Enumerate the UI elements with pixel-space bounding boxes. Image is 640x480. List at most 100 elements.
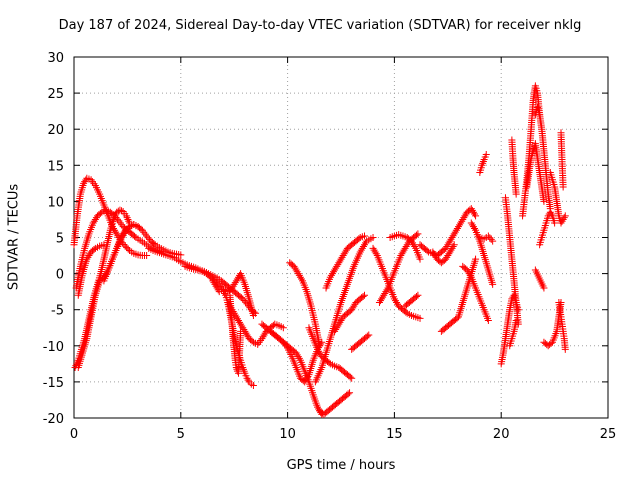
x-tick-label: 10 — [279, 427, 296, 442]
data-point — [111, 212, 119, 220]
data-point — [401, 244, 409, 252]
data-point — [122, 212, 130, 220]
data-point — [90, 217, 98, 225]
series-arc-35 — [508, 136, 520, 198]
data-point — [85, 252, 93, 260]
data-point — [90, 246, 98, 254]
data-point — [225, 300, 233, 308]
data-point — [484, 232, 492, 240]
data-point — [454, 223, 462, 231]
data-point — [336, 257, 344, 265]
data-point — [295, 271, 303, 279]
data-point — [429, 248, 437, 256]
data-point — [469, 223, 477, 231]
data-point — [212, 282, 220, 290]
data-point — [302, 376, 310, 384]
data-point — [243, 331, 251, 339]
data-point — [457, 219, 465, 227]
data-point — [333, 262, 341, 270]
data-point — [508, 295, 516, 303]
data-point — [423, 247, 431, 255]
data-point — [231, 311, 239, 319]
data-point — [332, 326, 340, 334]
data-point — [121, 228, 129, 236]
series-arc-28 — [459, 262, 492, 325]
x-tick-label: 0 — [70, 427, 78, 442]
data-point — [260, 331, 268, 339]
data-point — [259, 333, 267, 341]
data-point — [450, 241, 458, 249]
data-point — [468, 206, 476, 214]
data-point — [446, 248, 454, 256]
data-point — [124, 245, 132, 253]
data-point — [370, 246, 378, 254]
data-point — [448, 234, 456, 241]
data-point — [410, 241, 418, 249]
data-point — [334, 261, 342, 269]
data-point — [210, 279, 218, 287]
data-point — [409, 239, 417, 247]
y-tick-label: -20 — [43, 412, 64, 427]
series-arc-3 — [72, 206, 166, 292]
x-axis-label: GPS time / hours — [286, 458, 396, 473]
data-point — [143, 252, 151, 260]
data-point — [348, 306, 356, 314]
data-point — [412, 292, 420, 300]
data-point — [344, 390, 352, 398]
y-tick-label: -15 — [43, 376, 64, 391]
data-point — [209, 277, 217, 285]
data-point — [331, 266, 339, 274]
data-point — [469, 208, 477, 216]
data-point — [512, 317, 520, 325]
y-tick-label: 10 — [47, 195, 64, 210]
data-point — [295, 354, 303, 362]
data-point — [363, 332, 371, 340]
data-point — [248, 337, 256, 345]
data-point — [123, 244, 131, 252]
data-point — [369, 234, 377, 241]
data-point — [460, 214, 468, 222]
data-point — [249, 311, 257, 319]
data-point — [237, 320, 245, 328]
data-point — [348, 374, 356, 382]
data-point — [236, 318, 244, 326]
data-point — [291, 264, 299, 272]
data-point — [117, 235, 125, 243]
y-axis-label: SDTVAR / TECUs — [6, 183, 22, 291]
data-point — [220, 288, 228, 296]
data-point — [150, 240, 158, 248]
data-point — [546, 208, 554, 216]
series-arc-24 — [401, 291, 422, 310]
data-point — [453, 224, 461, 232]
data-point — [258, 335, 266, 343]
data-point — [407, 237, 415, 245]
data-point — [316, 349, 324, 357]
data-point — [314, 345, 322, 353]
y-tick-label: 0 — [56, 268, 64, 283]
data-point — [380, 291, 388, 299]
data-point — [355, 235, 363, 243]
data-point — [379, 293, 387, 301]
data-point — [472, 212, 480, 220]
data-point — [326, 273, 334, 281]
data-point — [109, 211, 117, 219]
data-point — [442, 244, 450, 252]
data-point — [337, 317, 345, 325]
data-point — [137, 225, 145, 233]
series-arc-37 — [523, 140, 548, 205]
data-point — [444, 252, 452, 260]
data-point — [304, 372, 312, 380]
data-point — [177, 251, 185, 259]
data-point — [315, 347, 323, 355]
series-arc-26 — [429, 241, 458, 267]
data-point — [226, 302, 234, 310]
data-point — [294, 353, 302, 361]
data-point — [467, 219, 475, 227]
data-point — [431, 252, 439, 260]
data-point — [290, 262, 298, 270]
data-point — [414, 230, 422, 238]
x-tick-label: 20 — [493, 427, 510, 442]
data-point — [221, 289, 229, 297]
data-point — [144, 234, 152, 242]
data-point — [228, 306, 236, 314]
